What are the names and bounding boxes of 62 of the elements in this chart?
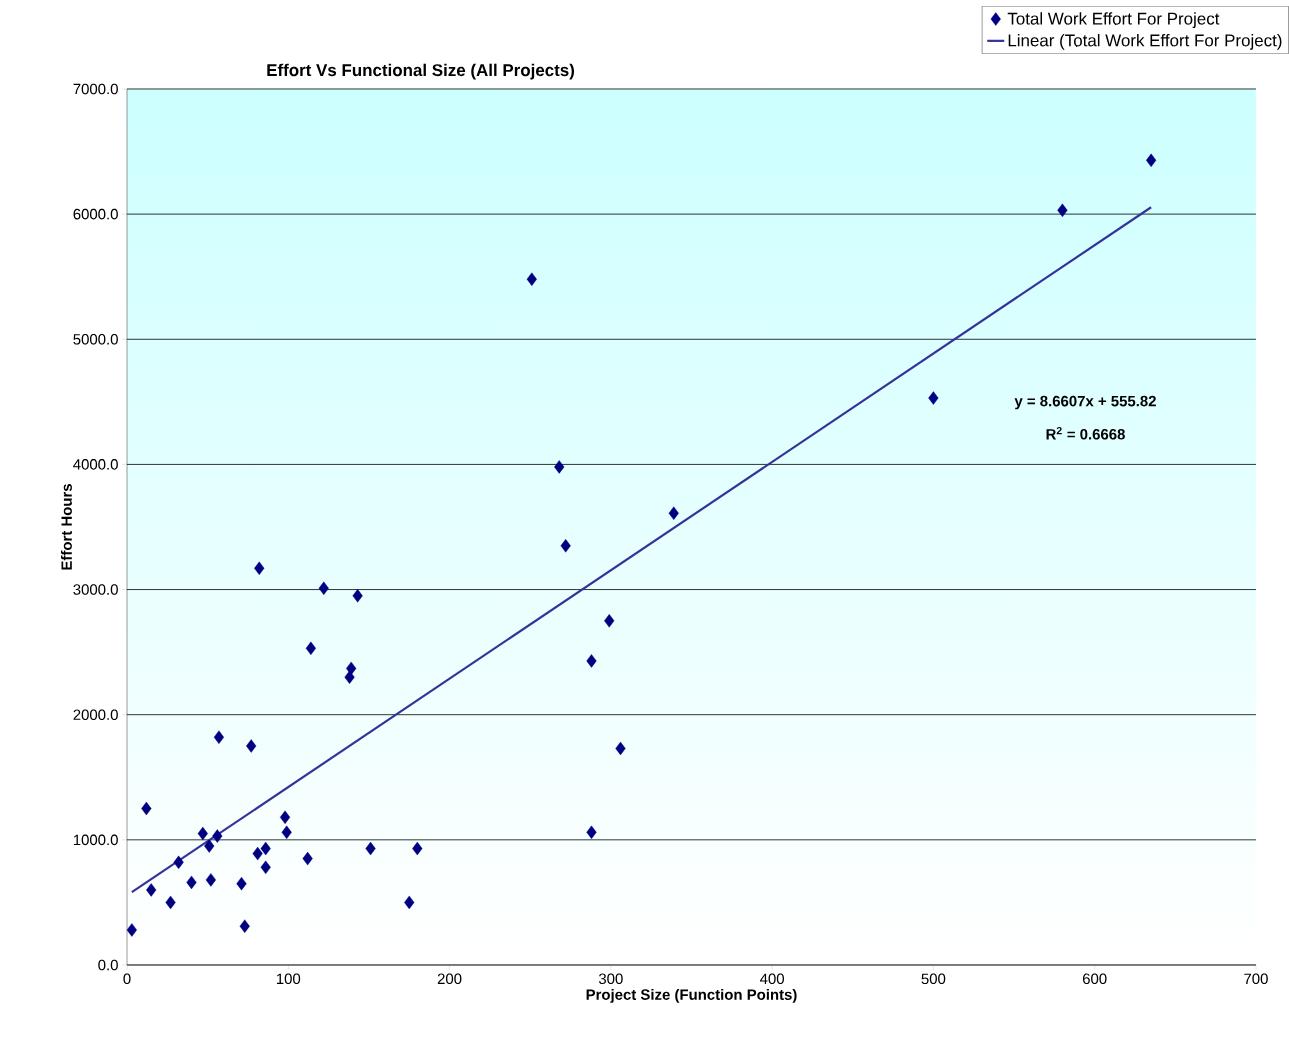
x-tick-label: 400 [759,973,784,985]
point [615,741,626,756]
point [204,839,215,853]
point [197,826,208,841]
point [365,841,376,856]
x-tick-label: 200 [437,973,462,985]
point [141,801,152,816]
point [254,561,265,575]
point [279,810,291,825]
point [404,895,415,910]
point [352,589,363,603]
x-tick-label: 0 [123,973,131,985]
annotation: R$^{2}$ = 0.6668 [1046,426,1125,440]
point [560,539,571,553]
legend-label: Linear (Total Work Effort For Project) [1008,33,1282,50]
x-axis-title: Project Size (Function Points) [586,988,797,1003]
point [554,460,565,474]
y-tick-label: 2000.0 [73,709,118,720]
y-tick-label: 3000.0 [73,584,118,595]
point [239,919,250,933]
point [346,661,357,676]
point [212,829,223,843]
point [252,846,263,861]
point [668,506,679,520]
point [604,614,615,628]
point [236,876,247,891]
y-tick-label: 6000.0 [73,208,118,220]
x-tick-label: 300 [598,973,623,985]
point [246,739,257,753]
point [412,841,423,856]
point [526,272,537,286]
point [302,851,313,866]
y-axis-title: Effort Hours [60,484,72,570]
annotation: y = 8.6607x + 555.82 [1014,395,1156,410]
point [205,873,216,887]
point [305,641,316,656]
point [213,730,225,744]
point [318,581,329,595]
chart-title: Effort Vs Functional Size (All Projects) [267,63,575,80]
point [126,923,137,937]
point [281,825,292,840]
legend-label: Total Work Effort For Project [1007,12,1220,29]
x-tick-label: 100 [276,973,301,985]
point [146,883,157,897]
point [173,855,184,870]
y-tick-label: 7000.0 [73,83,118,95]
point [260,841,271,856]
y-tick-label: 4000.0 [73,459,118,470]
x-tick-label: 500 [921,973,946,985]
x-tick-label: 600 [1082,973,1107,985]
point [586,654,597,668]
y-tick-label: 0.0 [98,959,118,971]
point [186,875,197,890]
point [928,391,939,405]
y-tick-label: 5000.0 [73,333,118,345]
y-tick-label: 1000.0 [73,834,118,846]
point [260,860,271,875]
point [586,825,597,840]
point [1057,203,1068,218]
point [1146,153,1157,168]
x-tick-label: 700 [1244,973,1268,985]
point [165,895,176,910]
